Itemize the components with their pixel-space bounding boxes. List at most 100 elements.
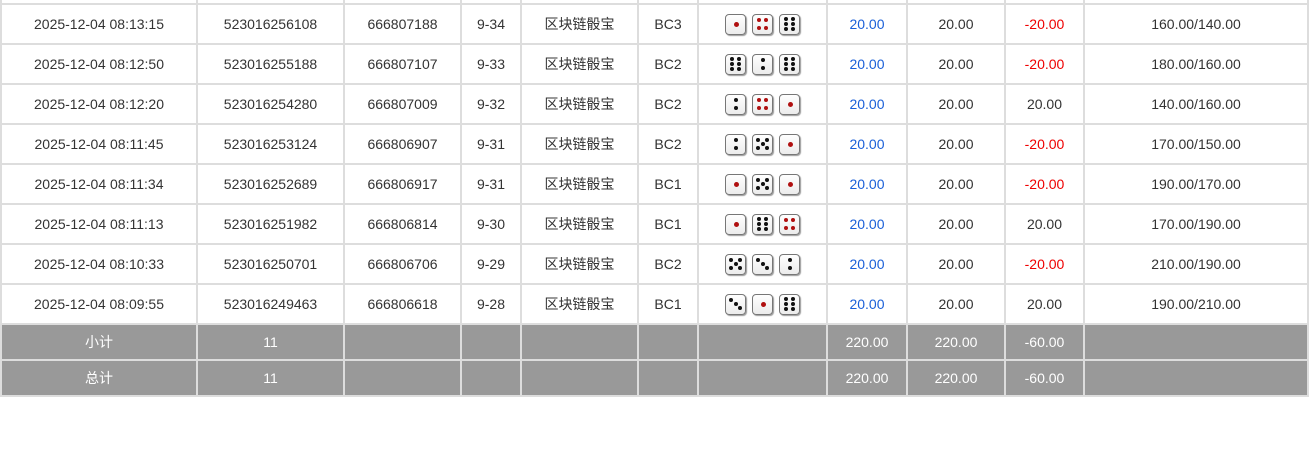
- cell-time: 2025-12-04 08:13:51: [0, 0, 198, 5]
- cell-round: 9-31: [460, 123, 522, 165]
- cell-valid: 20.00: [906, 43, 1006, 85]
- cell-time: 2025-12-04 08:12:50: [0, 43, 198, 85]
- cell-bet: 20.00: [826, 0, 908, 5]
- die-4-icon: [779, 213, 800, 235]
- table-row: 2025-12-04 08:10:33 523016250701 666806706…: [0, 243, 1309, 285]
- cell-order: 523016254280: [196, 83, 345, 125]
- cell-issue: 666806907: [343, 123, 462, 165]
- cell-table: BC1: [637, 163, 699, 205]
- cell-balance: 160.00/140.00: [1083, 3, 1309, 45]
- die-1-icon: [779, 133, 800, 155]
- cell-bet: 20.00: [826, 83, 908, 125]
- cell-time: 2025-12-04 08:12:20: [0, 83, 198, 125]
- cell-issue: 666806814: [343, 203, 462, 245]
- die-1-icon: [725, 173, 746, 195]
- cell-balance: 170.00/150.00: [1083, 123, 1309, 165]
- die-1-icon: [725, 13, 746, 35]
- die-5-icon: [752, 173, 773, 195]
- cell-result: 20.00: [1004, 283, 1085, 325]
- cell-game: 区块链骰宝: [520, 43, 639, 85]
- cell-valid: 20.00: [906, 3, 1006, 45]
- cell-balance: 210.00/190.00: [1083, 243, 1309, 285]
- cell-dice: [697, 283, 828, 325]
- die-2-icon: [752, 53, 773, 75]
- subtotal-row: 小计 11 220.00 220.00 -60.00: [0, 323, 1309, 361]
- cell-bet: 20.00: [826, 203, 908, 245]
- table-row: 2025-12-04 08:12:50 523016255188 666807107…: [0, 43, 1309, 85]
- cell-balance: 170.00/190.00: [1083, 203, 1309, 245]
- cell-dice: [697, 203, 828, 245]
- table-row: 2025-12-04 08:09:55 523016249463 666806618…: [0, 283, 1309, 325]
- cell-game: 区块链骰宝: [520, 163, 639, 205]
- cell-time: 2025-12-04 08:09:55: [0, 283, 198, 325]
- cell-order: 523016251982: [196, 203, 345, 245]
- cell-valid: 20.00: [906, 203, 1006, 245]
- cell-result: -20.00: [1004, 163, 1085, 205]
- die-3-icon: [752, 253, 773, 275]
- cell-round: 9-29: [460, 243, 522, 285]
- cell-result: 20.00: [1004, 83, 1085, 125]
- cell-result: -20.00: [1004, 43, 1085, 85]
- cell-dice: [697, 0, 828, 5]
- cell-order: 523016255188: [196, 43, 345, 85]
- cell-issue: 666806706: [343, 243, 462, 285]
- cell-balance: 140.00/160.00: [1083, 0, 1309, 5]
- cell-game: 区块链骰宝: [520, 123, 639, 165]
- die-6-icon: [779, 53, 800, 75]
- total-count: 11: [196, 359, 345, 397]
- cell-result: -20.00: [1004, 3, 1085, 45]
- cell-round: 9-32: [460, 83, 522, 125]
- total-label: 总计: [0, 359, 198, 397]
- subtotal-result: -60.00: [1004, 323, 1085, 361]
- die-2-icon: [725, 133, 746, 155]
- cell-table: BC2: [637, 123, 699, 165]
- cell-dice: [697, 43, 828, 85]
- table-row: 2025-12-04 08:11:34 523016252689 666806917…: [0, 163, 1309, 205]
- cell-game: 区块链骰宝: [520, 3, 639, 45]
- table-row: 2025-12-04 08:11:45 523016253124 666806907…: [0, 123, 1309, 165]
- cell-valid: 20.00: [906, 243, 1006, 285]
- cell-table: BC2: [637, 83, 699, 125]
- die-1-icon: [779, 93, 800, 115]
- cell-issue: 666807287: [343, 0, 462, 5]
- die-4-icon: [752, 93, 773, 115]
- cell-dice: [697, 123, 828, 165]
- cell-issue: 666806618: [343, 283, 462, 325]
- cell-time: 2025-12-04 08:10:33: [0, 243, 198, 285]
- die-5-icon: [752, 133, 773, 155]
- cell-table: BC1: [637, 283, 699, 325]
- cell-bet: 20.00: [826, 163, 908, 205]
- cell-balance: 140.00/160.00: [1083, 83, 1309, 125]
- subtotal-bet: 220.00: [826, 323, 908, 361]
- cell-dice: [697, 163, 828, 205]
- cell-round: 9-33: [460, 43, 522, 85]
- cell-order: 523016257373: [196, 0, 345, 5]
- cell-balance: 190.00/170.00: [1083, 163, 1309, 205]
- die-2-icon: [725, 93, 746, 115]
- cell-game: 区块链骰宝: [520, 83, 639, 125]
- cell-balance: 190.00/210.00: [1083, 283, 1309, 325]
- cell-time: 2025-12-04 08:13:15: [0, 3, 198, 45]
- cell-valid: 20.00: [906, 283, 1006, 325]
- cell-result: 20.00: [1004, 0, 1085, 5]
- cell-result: -20.00: [1004, 243, 1085, 285]
- cell-valid: 20.00: [906, 0, 1006, 5]
- cell-balance: 180.00/160.00: [1083, 43, 1309, 85]
- die-6-icon: [779, 13, 800, 35]
- cell-issue: 666807009: [343, 83, 462, 125]
- cell-valid: 20.00: [906, 123, 1006, 165]
- table-row: 2025-12-04 08:13:15 523016256108 666807188…: [0, 3, 1309, 45]
- cell-table: BC3: [637, 3, 699, 45]
- die-6-icon: [752, 213, 773, 235]
- cell-order: 523016250701: [196, 243, 345, 285]
- cell-round: 9-35: [460, 0, 522, 5]
- cell-bet: 20.00: [826, 43, 908, 85]
- cell-table: BC2: [637, 243, 699, 285]
- subtotal-count: 11: [196, 323, 345, 361]
- cell-dice: [697, 243, 828, 285]
- total-result: -60.00: [1004, 359, 1085, 397]
- cell-round: 9-31: [460, 163, 522, 205]
- cell-table: BC2: [637, 43, 699, 85]
- cell-order: 523016252689: [196, 163, 345, 205]
- cell-game: 区块链骰宝: [520, 283, 639, 325]
